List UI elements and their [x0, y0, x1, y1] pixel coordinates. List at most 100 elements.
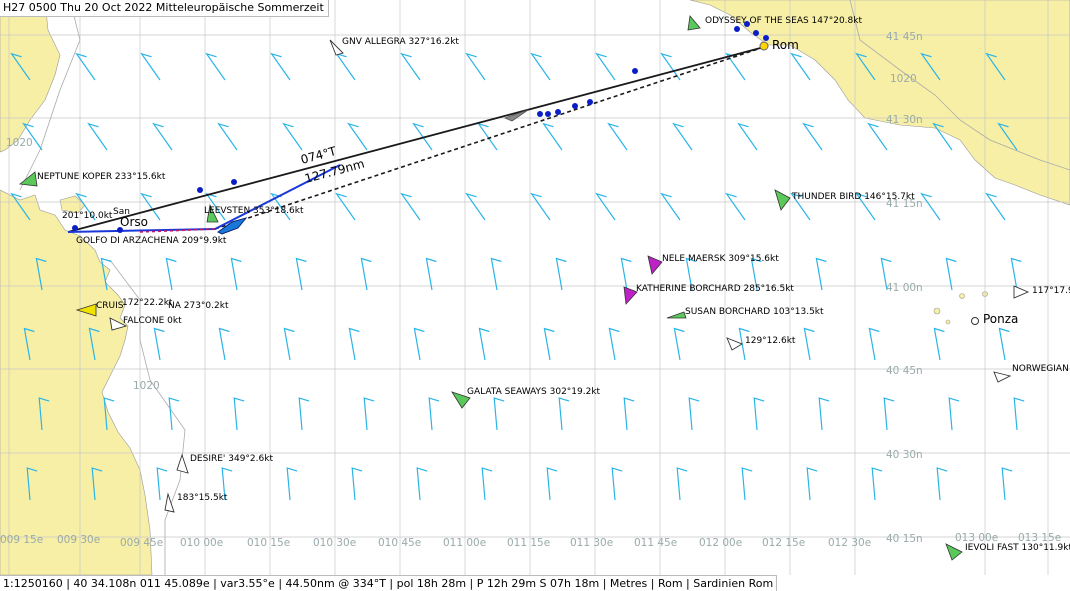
wind-barb-icon: [282, 122, 303, 151]
vessel-label: 201°10.0kt: [62, 211, 113, 221]
lon-label: 012 00e: [699, 537, 742, 549]
vessel-label: NEPTUNE KOPER 233°15.6kt: [37, 172, 166, 182]
wind-barb-icon: [672, 122, 693, 151]
wind-barb-icon: [595, 52, 616, 81]
wind-barb-icon: [883, 397, 895, 431]
wind-barb-icon: [936, 467, 948, 501]
place-rome-label: Rom: [772, 38, 799, 52]
wind-barb-icon: [165, 257, 177, 291]
route-arrow-icon: [503, 109, 529, 122]
wind-barb-icon: [623, 397, 635, 431]
vessel-layer: ODYSSEY OF THE SEAS 147°20.8kt GNV ALLEG…: [19, 15, 1070, 561]
vessel-icon[interactable]: [206, 203, 219, 223]
wind-barb-icon: [295, 257, 307, 291]
island-ponza-b: [959, 293, 965, 299]
vessel-icon[interactable]: [945, 543, 963, 561]
vessel-label: FALCONE 0kt: [123, 316, 182, 326]
wind-barb-icon: [88, 327, 100, 361]
wind-barb-icon: [660, 192, 681, 221]
lon-label: 009 15e: [0, 534, 43, 546]
wind-barb-icon: [725, 192, 746, 221]
wind-barb-icon: [233, 397, 245, 431]
place-label: Orso: [120, 215, 148, 229]
wind-barb-icon: [868, 327, 880, 361]
vessel-label: 183°15.5kt: [177, 493, 228, 503]
wind-barb-icon: [218, 327, 230, 361]
vessel-icon[interactable]: [647, 255, 663, 275]
wind-barb-icon: [741, 467, 753, 501]
vessel-icon[interactable]: [109, 317, 128, 331]
lat-label: 40 30n: [886, 449, 923, 461]
vessel-icon[interactable]: [993, 371, 1012, 383]
lat-label: 41 45n: [886, 31, 923, 43]
wind-barb-icon: [871, 467, 883, 501]
vessel-icon[interactable]: [666, 311, 687, 319]
vessel-label: DESIRE' 349°2.6kt: [190, 454, 273, 464]
wind-barb-icon: [945, 257, 957, 291]
vessel-icon[interactable]: [75, 303, 97, 317]
island-ponza-d: [945, 319, 951, 325]
wind-barb-icon: [270, 52, 291, 81]
wind-barb-icon: [530, 192, 551, 221]
route-bearing-label: 074°T: [299, 144, 338, 167]
land-sardinia: [0, 189, 153, 576]
vessel-label: NA 273°0.2kt: [168, 301, 229, 311]
own-boat-icon[interactable]: [217, 217, 248, 235]
wind-barb-icon: [38, 397, 50, 431]
wind-barb-icon: [168, 397, 180, 431]
lat-label: 41 00n: [886, 282, 923, 294]
vessel-icon[interactable]: [451, 391, 471, 409]
track-segment-colored: [139, 228, 216, 233]
wind-barb-icon: [230, 257, 242, 291]
vessel-icon[interactable]: [19, 171, 38, 187]
wind-barb-icon: [790, 192, 811, 221]
island-ponza-a: [933, 307, 941, 315]
vessel-icon[interactable]: [687, 15, 701, 31]
lon-label: 010 30e: [313, 537, 356, 549]
wind-barb-icon: [153, 327, 165, 361]
wind-barb-icon: [815, 257, 827, 291]
wind-barb-icon: [428, 397, 440, 431]
vessel-icon[interactable]: [1013, 285, 1030, 299]
wind-barb-icon: [611, 467, 623, 501]
wind-barb-icon: [75, 192, 96, 221]
lon-label: 011 30e: [570, 537, 613, 549]
wind-barb-icon: [998, 327, 1010, 361]
route-line[interactable]: [67, 46, 765, 233]
depth-label: 1020: [890, 73, 917, 85]
land-corsica-south: [0, 0, 61, 153]
vessel-icon[interactable]: [774, 189, 791, 211]
rome-marker[interactable]: [759, 41, 769, 51]
ais-dots: [72, 21, 769, 233]
wind-barb-icon: [205, 52, 226, 81]
place-ponza-label: Ponza: [983, 312, 1018, 326]
wind-barb-icon: [803, 327, 815, 361]
lon-label: 010 45e: [378, 537, 421, 549]
vessel-label: GNV ALLEGRA 327°16.2kt: [342, 37, 459, 47]
wind-barb-icon: [156, 467, 168, 501]
wind-barb-icon: [22, 122, 43, 151]
vessel-icon[interactable]: [329, 39, 344, 56]
vessel-icon[interactable]: [176, 453, 189, 474]
vessel-icon[interactable]: [623, 286, 638, 305]
latitude-labels: 41 45n 41 30n 41 15n 41 00n 40 45n 40 30…: [886, 31, 923, 545]
vessel-label: 117°17.9: [1032, 286, 1070, 296]
wind-barb-icon: [932, 122, 953, 151]
wind-barb-icon: [10, 192, 31, 221]
wind-barb-icon: [530, 52, 551, 81]
wind-barb-icon: [542, 122, 563, 151]
vessel-label: CRUIS: [96, 301, 124, 311]
route-dashed-line: [214, 46, 765, 230]
wind-barb-icon: [400, 52, 421, 81]
wind-barbs: [10, 52, 1025, 501]
lat-label: 40 15n: [886, 533, 923, 545]
wind-barb-icon: [140, 192, 161, 221]
wind-barb-icon: [298, 397, 310, 431]
track-line: [67, 164, 341, 233]
vessel-icon[interactable]: [164, 492, 175, 513]
ponza-marker[interactable]: [971, 317, 979, 325]
wind-barb-icon: [205, 192, 226, 221]
lon-label: 011 15e: [507, 537, 550, 549]
vessel-icon[interactable]: [726, 337, 744, 351]
